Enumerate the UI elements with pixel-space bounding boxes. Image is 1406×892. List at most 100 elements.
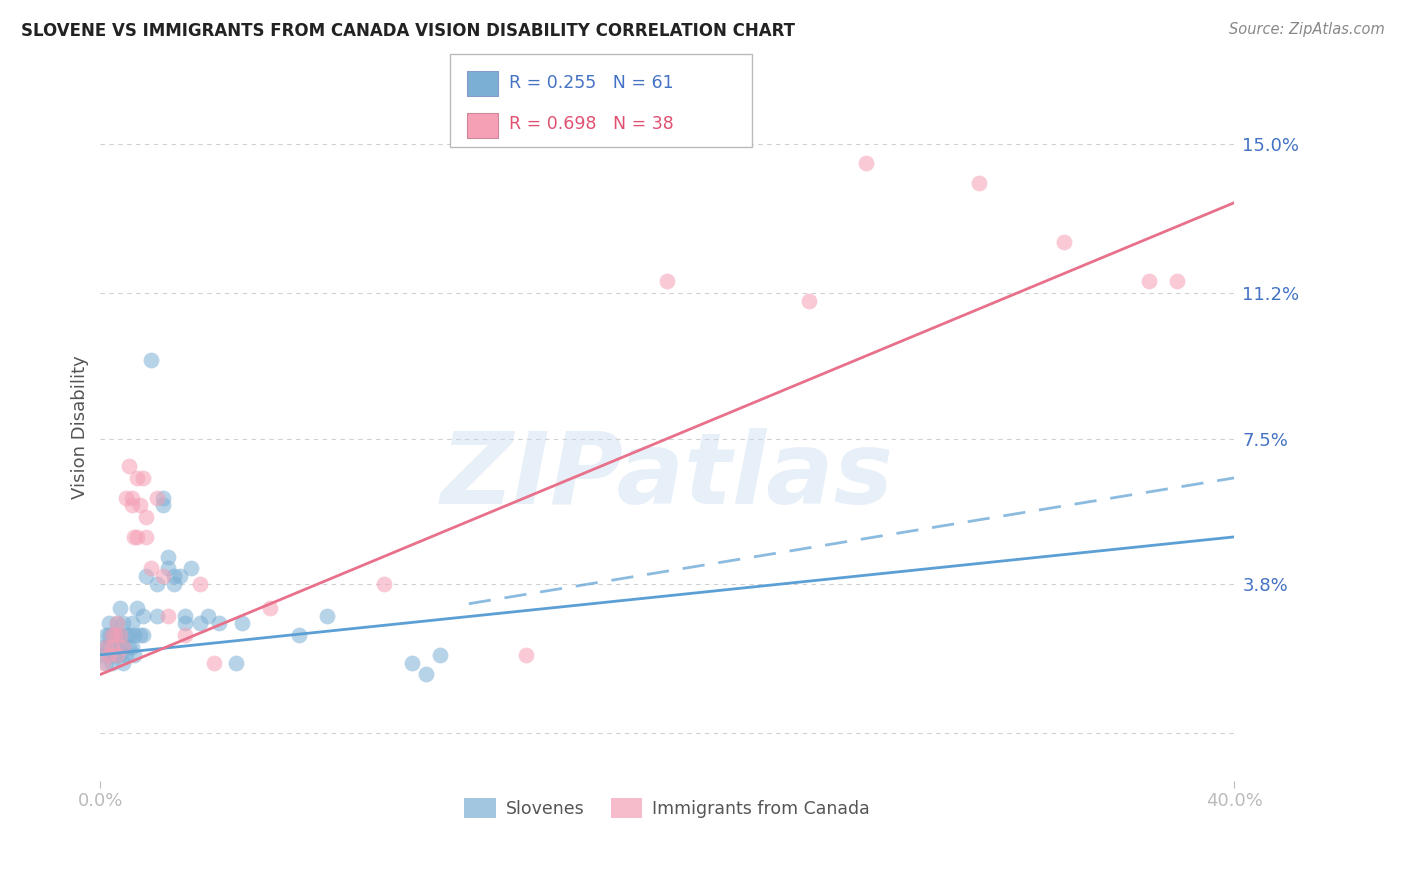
Point [121, 491, 143, 505]
Point [797, 293, 820, 308]
Point [94, 628, 117, 642]
Point [118, 459, 141, 474]
Point [169, 569, 191, 583]
Point [108, 628, 131, 642]
Point [100, 656, 122, 670]
Point [121, 616, 143, 631]
Point [115, 648, 138, 662]
Point [91, 656, 114, 670]
Point [197, 608, 219, 623]
Point [141, 561, 163, 575]
Point [94, 656, 117, 670]
Point [163, 577, 186, 591]
Point [121, 499, 143, 513]
Text: R = 0.255   N = 61: R = 0.255 N = 61 [509, 75, 673, 93]
Point [100, 628, 122, 642]
Point [105, 628, 128, 642]
Point [188, 616, 211, 631]
Point [108, 648, 131, 662]
Point [112, 616, 135, 631]
Point [124, 628, 146, 642]
Point [97, 648, 120, 662]
Point [146, 577, 169, 591]
Point [121, 640, 143, 654]
Text: Source: ZipAtlas.com: Source: ZipAtlas.com [1229, 22, 1385, 37]
Point [112, 640, 135, 654]
Point [259, 600, 281, 615]
Point [429, 648, 451, 662]
Point [103, 628, 125, 642]
Point [97, 648, 120, 662]
Point [141, 353, 163, 368]
Point [100, 628, 122, 642]
Point [112, 640, 135, 654]
Point [94, 640, 117, 654]
Point [105, 616, 128, 631]
Point [100, 640, 122, 654]
Point [157, 549, 180, 564]
Point [373, 577, 395, 591]
Point [105, 640, 128, 654]
Point [91, 640, 114, 654]
Point [163, 569, 186, 583]
Point [100, 648, 122, 662]
Point [129, 628, 152, 642]
Point [287, 628, 309, 642]
Point [146, 608, 169, 623]
Legend: Slovenes, Immigrants from Canada: Slovenes, Immigrants from Canada [457, 791, 877, 825]
Point [231, 616, 253, 631]
Point [97, 616, 120, 631]
Point [108, 628, 131, 642]
Point [97, 640, 120, 654]
Point [118, 628, 141, 642]
Point [94, 640, 117, 654]
Point [146, 491, 169, 505]
Point [115, 628, 138, 642]
Point [127, 530, 149, 544]
Point [1053, 235, 1076, 249]
Point [157, 561, 180, 575]
Point [174, 628, 197, 642]
Point [135, 510, 157, 524]
Point [103, 628, 125, 642]
Point [180, 561, 202, 575]
Point [855, 156, 877, 170]
Point [132, 471, 155, 485]
Point [124, 648, 146, 662]
Point [515, 648, 537, 662]
Point [100, 640, 122, 654]
Point [118, 640, 141, 654]
Text: ZIPatlas: ZIPatlas [440, 428, 894, 524]
Point [103, 640, 125, 654]
Point [316, 608, 339, 623]
Point [108, 600, 131, 615]
Point [135, 530, 157, 544]
Point [132, 608, 155, 623]
Point [174, 616, 197, 631]
Point [105, 616, 128, 631]
Point [152, 569, 174, 583]
Point [97, 628, 120, 642]
Point [132, 628, 155, 642]
Point [124, 530, 146, 544]
Point [127, 600, 149, 615]
Point [112, 656, 135, 670]
Point [188, 577, 211, 591]
Point [157, 608, 180, 623]
Point [135, 569, 157, 583]
Point [967, 176, 990, 190]
Point [1166, 274, 1188, 288]
Point [127, 471, 149, 485]
Point [208, 616, 231, 631]
Point [657, 274, 679, 288]
Point [103, 648, 125, 662]
Y-axis label: Vision Disability: Vision Disability [72, 355, 89, 499]
Point [202, 656, 225, 670]
Point [152, 491, 174, 505]
Point [129, 499, 152, 513]
Point [91, 648, 114, 662]
Point [1137, 274, 1160, 288]
Text: R = 0.698   N = 38: R = 0.698 N = 38 [509, 115, 673, 133]
Point [225, 656, 247, 670]
Point [401, 656, 423, 670]
